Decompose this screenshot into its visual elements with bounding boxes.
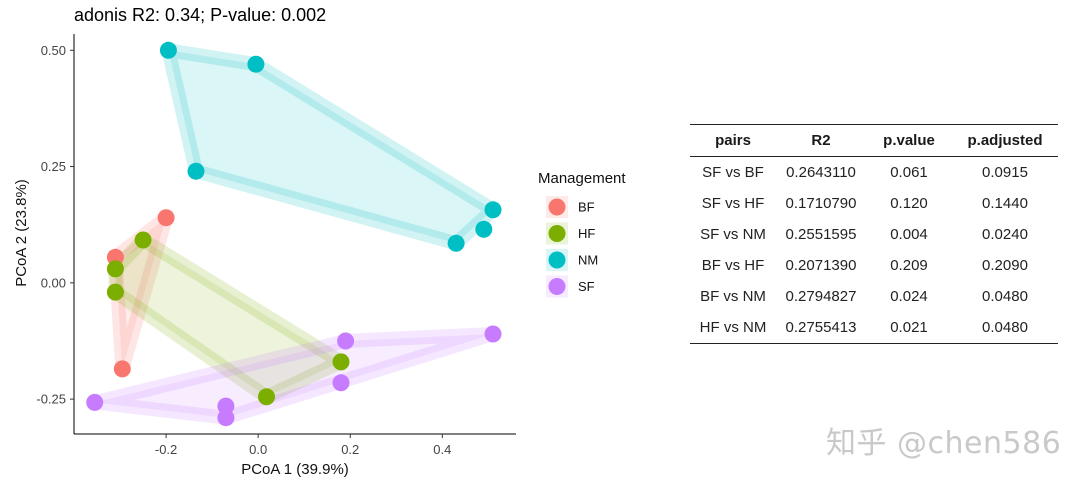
cell-r2: 0.2643110 xyxy=(786,164,856,181)
point-sf xyxy=(217,409,235,427)
header-pairs: pairs xyxy=(690,124,776,157)
table-row: BF vs HF 0.2071390 0.209 0.2090 xyxy=(690,250,1058,281)
x-tick-label: 0.2 xyxy=(341,442,359,457)
legend-label-sf: SF xyxy=(578,279,595,294)
point-bf xyxy=(113,360,131,378)
legend-label-hf: HF xyxy=(578,226,595,241)
legend-key-nm xyxy=(548,251,566,269)
legend-label-bf: BF xyxy=(578,200,595,215)
y-tick-label: 0.00 xyxy=(41,275,66,290)
point-nm xyxy=(247,55,265,73)
table-row: SF vs NM 0.2551595 0.004 0.0240 xyxy=(690,219,1058,250)
legend-title: Management xyxy=(538,170,626,187)
cell-padjusted: 0.0915 xyxy=(982,164,1028,181)
watermark: 知乎 @chen586 xyxy=(826,426,1062,461)
point-nm xyxy=(475,220,493,238)
legend-key-hf xyxy=(548,225,566,242)
cell-pairs: SF vs BF xyxy=(702,164,764,181)
cell-r2: 0.2071390 xyxy=(785,257,857,274)
x-tick-label: 0.0 xyxy=(249,442,267,457)
cell-r2: 0.2755413 xyxy=(776,312,866,344)
legend-key-bf xyxy=(548,198,566,216)
cell-pairs: BF vs NM xyxy=(700,288,766,305)
table-header-row: pairs R2 p.value p.adjusted xyxy=(690,124,1058,157)
table-row: BF vs NM 0.2794827 0.024 0.0480 xyxy=(690,281,1058,312)
table-row: SF vs HF 0.1710790 0.120 0.1440 xyxy=(690,188,1058,219)
point-sf xyxy=(337,332,355,350)
point-hf xyxy=(134,231,152,249)
point-nm xyxy=(159,41,177,59)
header-pvalue: p.value xyxy=(866,124,952,157)
point-sf xyxy=(332,374,350,392)
header-r2: R2 xyxy=(776,124,866,157)
cell-pairs: HF vs NM xyxy=(690,312,776,344)
x-tick-label: 0.4 xyxy=(433,442,451,457)
cell-pvalue: 0.021 xyxy=(866,312,952,344)
hull-nm xyxy=(161,43,500,251)
data-points xyxy=(86,41,502,427)
group-hulls xyxy=(87,43,500,425)
cell-pvalue: 0.004 xyxy=(890,226,928,243)
cell-padjusted: 0.0480 xyxy=(952,312,1058,344)
cell-pairs: SF vs NM xyxy=(700,226,766,243)
x-tick-label: -0.2 xyxy=(155,442,177,457)
y-axis-label: PCoA 2 (23.8%) xyxy=(13,179,30,287)
point-nm xyxy=(447,234,465,252)
cell-pvalue: 0.024 xyxy=(890,288,928,305)
point-bf xyxy=(157,209,175,227)
cell-r2: 0.1710790 xyxy=(785,195,857,212)
point-hf xyxy=(332,353,350,371)
table-row: SF vs BF 0.2643110 0.061 0.0915 xyxy=(690,157,1058,189)
point-nm xyxy=(484,201,502,219)
header-padjusted: p.adjusted xyxy=(952,124,1058,157)
y-tick-label: -0.25 xyxy=(36,392,66,407)
hull-sf xyxy=(87,327,500,425)
point-hf xyxy=(106,283,124,301)
cell-padjusted: 0.0480 xyxy=(982,288,1028,305)
cell-r2: 0.2794827 xyxy=(785,288,857,305)
legend-label-nm: NM xyxy=(578,253,598,268)
cell-pvalue: 0.209 xyxy=(890,257,928,274)
axis-ticks: -0.2 0.0 0.2 0.4 0.50 0.25 0.00 -0.25 xyxy=(36,43,451,457)
cell-pvalue: 0.120 xyxy=(890,195,928,212)
y-tick-label: 0.25 xyxy=(41,159,66,174)
point-hf xyxy=(106,260,124,278)
table-row: HF vs NM 0.2755413 0.021 0.0480 xyxy=(690,312,1058,344)
cell-pairs: BF vs HF xyxy=(701,257,765,274)
point-hf xyxy=(258,388,275,406)
cell-r2: 0.2551595 xyxy=(785,226,857,243)
cell-pvalue: 0.061 xyxy=(890,164,928,181)
cell-padjusted: 0.2090 xyxy=(982,257,1028,274)
legend-key-sf xyxy=(548,278,566,295)
x-axis-label: PCoA 1 (39.9%) xyxy=(241,461,349,478)
point-sf xyxy=(86,393,104,411)
y-tick-label: 0.50 xyxy=(41,43,66,58)
pairwise-adonis-table: pairs R2 p.value p.adjusted SF vs BF 0.2… xyxy=(690,124,1058,344)
point-nm xyxy=(187,162,205,180)
cell-pairs: SF vs HF xyxy=(701,195,765,212)
legend: Management BF HF NM SF xyxy=(538,170,626,298)
chart-title: adonis R2: 0.34; P-value: 0.002 xyxy=(74,5,326,25)
cell-padjusted: 0.0240 xyxy=(982,226,1028,243)
point-sf xyxy=(484,325,502,343)
cell-padjusted: 0.1440 xyxy=(982,195,1028,212)
